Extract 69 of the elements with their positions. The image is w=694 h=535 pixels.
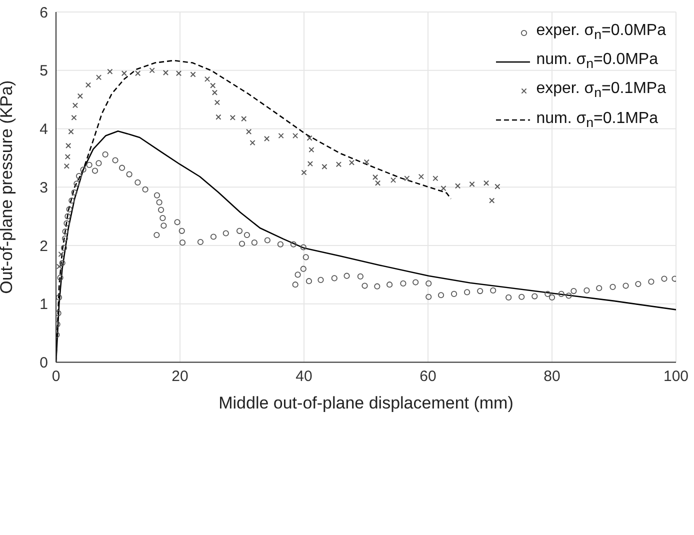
point — [307, 160, 313, 167]
point — [210, 82, 216, 88]
point — [68, 128, 74, 134]
point — [121, 70, 127, 76]
point — [56, 264, 62, 270]
point — [162, 70, 169, 76]
point — [135, 70, 141, 76]
point — [390, 177, 396, 183]
y-tick-label: 3 — [40, 179, 48, 196]
point — [483, 180, 490, 186]
y-tick-label: 2 — [40, 238, 48, 255]
x-tick-label: 20 — [172, 368, 188, 385]
point — [322, 164, 328, 170]
legend-label: num. σ$_{n}$=0.0MPa — [536, 50, 658, 74]
point — [149, 68, 155, 74]
x-tick-label: 40 — [296, 368, 312, 385]
point — [246, 128, 252, 134]
legend-label: num. σ$_{n}$=0.1MPa — [536, 108, 658, 132]
y-tick-label: 4 — [40, 121, 48, 138]
point — [432, 176, 438, 182]
legend-label: exper. σ$_{n}$=0.0MPa — [536, 21, 666, 44]
point — [348, 160, 355, 166]
point — [292, 132, 298, 139]
point — [278, 132, 284, 139]
y-tick-label: 5 — [40, 62, 48, 80]
x-tick-label: 0 — [52, 368, 60, 385]
point — [176, 70, 182, 76]
point — [301, 170, 307, 176]
point — [250, 140, 256, 146]
point — [107, 68, 113, 74]
point — [454, 183, 461, 189]
point — [489, 198, 495, 204]
point — [71, 114, 77, 120]
y-tick-label: 0 — [40, 354, 48, 372]
point — [72, 102, 78, 108]
point — [190, 72, 196, 78]
point — [58, 251, 64, 258]
point — [214, 100, 220, 106]
point — [494, 184, 500, 190]
x-tick-label: 60 — [420, 368, 436, 385]
point — [440, 185, 446, 192]
point — [374, 180, 381, 186]
point — [77, 93, 83, 99]
point — [308, 146, 314, 153]
point — [241, 116, 247, 122]
point — [364, 159, 370, 165]
x-axis-title: Middle out-of-plane displacement (mm) — [218, 393, 514, 412]
y-axis-title: Out-of-plane pressure (KPa) — [0, 80, 16, 294]
legend-label: exper. σ$_{n}$=0.1MPa — [536, 79, 666, 103]
point — [64, 163, 70, 169]
point — [469, 181, 475, 188]
x-tick-label: 100 — [663, 368, 689, 385]
point — [212, 90, 218, 96]
point — [66, 142, 72, 148]
point — [372, 174, 378, 180]
point — [418, 174, 424, 180]
point — [230, 114, 236, 120]
point — [264, 136, 270, 142]
point — [85, 82, 92, 88]
point — [64, 154, 70, 160]
point — [96, 74, 102, 80]
x-tick-label: 80 — [544, 368, 560, 385]
y-tick-label: 6 — [40, 4, 48, 22]
point — [204, 76, 210, 82]
point — [336, 162, 342, 168]
point — [306, 135, 312, 141]
point — [404, 176, 410, 182]
y-tick-label: 1 — [40, 296, 48, 314]
point — [216, 114, 222, 120]
